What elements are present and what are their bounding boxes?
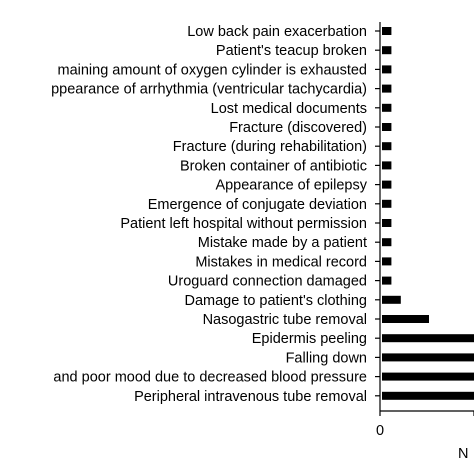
bar [382,295,401,304]
category-labels: Low back pain exacerbation Patient's teac… [51,24,368,405]
category-label: Falling down [286,350,367,366]
bar [382,315,429,323]
bar [382,65,392,74]
category-label: Uroguard connection damaged [168,274,367,290]
bar [382,103,392,112]
category-label: Damage to patient's clothing [184,293,367,309]
category-label: Lost medical documents [211,101,367,117]
bar [382,257,392,266]
category-label: Nasogastric tube removal [203,312,367,328]
category-label: Patient left hospital without permission [120,216,367,232]
bar [382,219,392,227]
bar [382,142,392,151]
category-label: Broken container of antibiotic [180,158,367,174]
category-label: Mistake made by a patient [198,235,367,251]
bar [382,238,392,247]
bar [382,123,392,131]
category-label: Epidermis peeling [252,331,367,347]
bars [382,27,474,400]
bar [382,180,392,189]
category-label: maining amount of oxygen cylinder is exh… [57,62,367,78]
category-label: Patient's teacup broken [216,43,367,59]
bar [382,84,392,93]
y-axis-ticks [375,30,380,397]
x-axis-ticks: 010 [376,411,474,439]
bar [382,27,392,35]
category-label: Emergence of conjugate deviation [148,197,367,213]
x-tick-label: 0 [376,423,384,439]
category-label: ppearance of arrhythmia (ventricular tac… [51,82,367,98]
bar [382,391,474,400]
category-label: Fracture (during rehabilitation) [173,139,367,155]
bar [382,353,474,362]
bar [382,199,392,208]
category-label: Mistakes in medical record [195,254,367,270]
category-label: Low back pain exacerbation [187,24,367,40]
bar [382,276,392,285]
category-label: Fracture (discovered) [229,120,367,136]
bar [382,46,392,55]
category-label: Peripheral intravenous tube removal [134,389,367,405]
category-label: and poor mood due to decreased blood pre… [53,370,367,386]
bar [382,161,392,170]
x-axis-label: N [458,446,468,462]
bar [382,334,474,343]
category-label: Appearance of epilepsy [215,178,367,194]
bar [382,372,474,381]
